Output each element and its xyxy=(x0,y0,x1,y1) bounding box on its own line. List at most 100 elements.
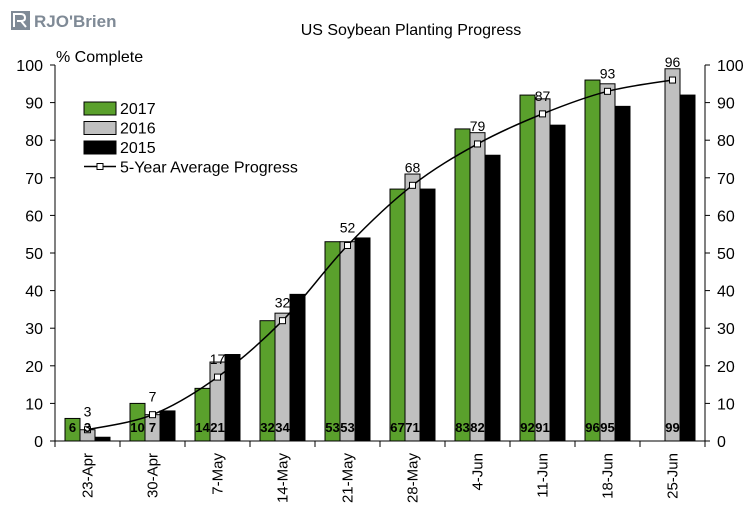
average-marker xyxy=(539,110,546,118)
bar-2016 xyxy=(404,173,421,442)
x-tick-label: 14-May xyxy=(275,453,292,504)
y-tick-label-right: 40 xyxy=(717,284,735,301)
average-value-label: 68 xyxy=(405,159,421,175)
average-marker xyxy=(344,241,351,249)
average-value-label: 52 xyxy=(340,219,356,235)
bar-2015 xyxy=(419,188,436,442)
bars xyxy=(64,68,696,442)
bar-2015 xyxy=(484,154,501,442)
bar-value-label-2016: 71 xyxy=(405,420,419,435)
y-tick-label-right: 0 xyxy=(717,434,726,451)
bar-2015 xyxy=(94,436,111,442)
average-marker xyxy=(604,87,611,95)
average-marker xyxy=(279,317,286,325)
bar-2016 xyxy=(469,132,486,442)
average-marker xyxy=(214,373,221,381)
y-tick-label-left: 40 xyxy=(25,284,43,301)
legend-swatch-2015 xyxy=(83,140,117,155)
y-tick-label-right: 60 xyxy=(717,208,735,225)
bar-2015 xyxy=(224,354,241,442)
y-tick-label-left: 0 xyxy=(34,434,43,451)
bar-2015 xyxy=(614,105,631,442)
bar-2016 xyxy=(339,241,356,442)
bar-2017 xyxy=(584,79,601,442)
rjobrien-logo: RJO'Brien xyxy=(11,11,116,31)
bar-2015 xyxy=(679,94,696,442)
bar-2015 xyxy=(289,293,306,442)
bar-value-label-2017: 92 xyxy=(520,420,534,435)
legend-label-2015: 2015 xyxy=(120,140,156,157)
average-value-label: 79 xyxy=(470,118,486,134)
average-marker xyxy=(474,140,481,148)
bar-2015 xyxy=(354,237,371,442)
y-tick-label-left: 50 xyxy=(25,246,43,263)
x-tick-label: 30-Apr xyxy=(145,453,162,498)
average-value-label: 87 xyxy=(535,88,551,104)
x-tick-label: 23-Apr xyxy=(80,453,97,498)
bar-2017 xyxy=(324,241,341,442)
bar-2015 xyxy=(549,124,566,442)
x-tick-label: 7-May xyxy=(210,453,227,495)
y-tick-label-right: 30 xyxy=(717,321,735,338)
y-tick-label-right: 10 xyxy=(717,396,735,413)
bar-value-label-2016: 91 xyxy=(535,420,549,435)
legend: 2017 2016 2015 5-Year Average Progress xyxy=(83,101,298,177)
legend-label-2017: 2017 xyxy=(120,101,156,118)
average-marker xyxy=(84,426,91,434)
average-value-label: 32 xyxy=(275,295,291,311)
bar-value-label-2017: 14 xyxy=(195,420,210,435)
average-marker xyxy=(409,181,416,189)
average-marker xyxy=(149,411,156,419)
y-tick-label-left: 20 xyxy=(25,359,43,376)
logo-text: RJO'Brien xyxy=(34,12,116,31)
bar-2017 xyxy=(454,128,471,442)
bar-value-label-2017: 32 xyxy=(260,420,274,435)
legend-swatch-average-marker xyxy=(96,163,104,170)
y-tick-label-left: 30 xyxy=(25,321,43,338)
average-value-label: 93 xyxy=(600,65,616,81)
bar-value-label-2016: 3 xyxy=(84,420,91,435)
bar-value-label-2017: 67 xyxy=(390,420,404,435)
bar-value-label-2017: 53 xyxy=(325,420,339,435)
y-tick-label-right: 70 xyxy=(717,171,735,188)
average-value-label: 17 xyxy=(210,351,226,367)
x-tick-label: 25-Jun xyxy=(665,453,682,499)
y-tick-label-right: 50 xyxy=(717,246,735,263)
bar-value-label-2017: 83 xyxy=(455,420,469,435)
bar-value-label-2016: 53 xyxy=(340,420,354,435)
y-tick-label-right: 20 xyxy=(717,359,735,376)
y-tick-label-left: 90 xyxy=(25,96,43,113)
average-value-label: 7 xyxy=(149,389,157,405)
bar-2016 xyxy=(599,83,616,442)
bar-2017 xyxy=(389,188,406,442)
bar-value-label-2016: 82 xyxy=(470,420,484,435)
bar-value-label-2017: 6 xyxy=(69,420,76,435)
average-progress-line xyxy=(87,79,673,431)
bar-2016 xyxy=(534,98,551,442)
legend-label-average: 5-Year Average Progress xyxy=(120,160,298,177)
bar-value-label-2017: 10 xyxy=(130,420,144,435)
x-tick-label: 21-May xyxy=(340,453,357,504)
bar-value-label-2016: 34 xyxy=(275,420,290,435)
y-tick-label-left: 10 xyxy=(25,396,43,413)
y-tick-label-left: 70 xyxy=(25,171,43,188)
bar-value-label-2017: 96 xyxy=(585,420,599,435)
x-tick-label: 28-May xyxy=(405,453,422,504)
legend-label-2016: 2016 xyxy=(120,121,156,138)
data-labels: 6 10 14 32 53 67 83 92 96 3 7 21 34 53 71 82 91 95 99 xyxy=(69,420,680,435)
bar-value-label-2016: 99 xyxy=(665,420,679,435)
legend-swatch-2016 xyxy=(83,121,117,135)
x-tick-label: 4-Jun xyxy=(470,453,487,491)
chart-title: US Soybean Planting Progress xyxy=(301,22,522,39)
average-value-label: 3 xyxy=(84,404,92,420)
y-tick-label-left: 100 xyxy=(16,58,43,75)
bar-2015 xyxy=(159,410,176,442)
x-tick-label: 18-Jun xyxy=(600,453,617,499)
bar-value-label-2016: 95 xyxy=(600,420,614,435)
bar-2016 xyxy=(664,68,681,442)
y-axis-label: % Complete xyxy=(56,49,143,66)
y-tick-label-left: 60 xyxy=(25,208,43,225)
